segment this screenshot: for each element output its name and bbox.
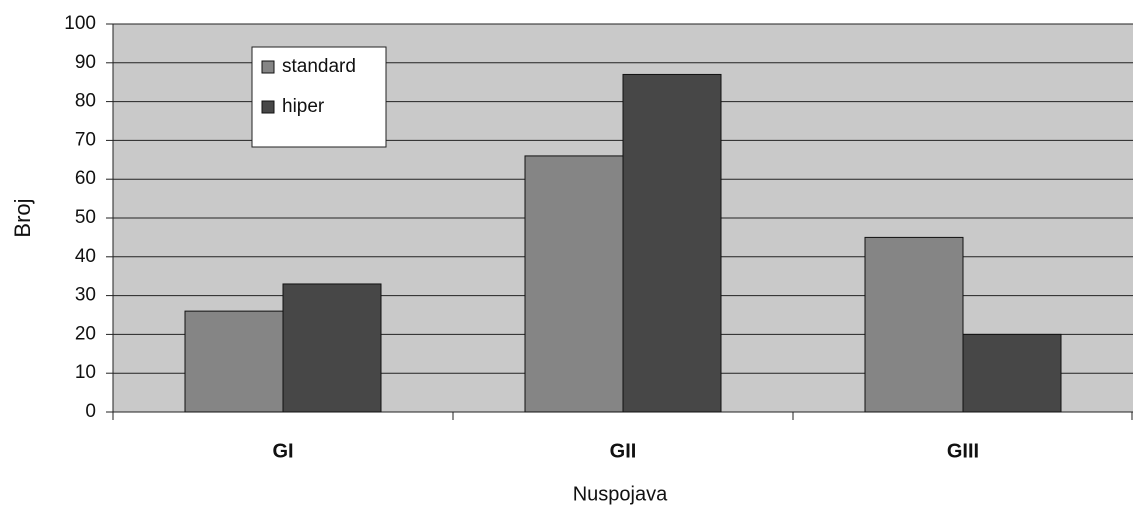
- y-axis-title: Broj: [10, 198, 35, 237]
- y-tick-label: 90: [75, 52, 96, 73]
- bar: [282, 283, 382, 413]
- legend-swatch: [261, 60, 275, 74]
- y-tick-label: 80: [75, 91, 96, 112]
- y-tick-label: 0: [85, 401, 96, 422]
- bar: [962, 333, 1062, 413]
- y-tick-label: 100: [64, 13, 96, 34]
- bar: [622, 73, 722, 413]
- y-tick-label: 10: [75, 362, 96, 383]
- x-tick-label: GI: [272, 440, 293, 462]
- legend-label: standard: [282, 56, 356, 77]
- legend-label: hiper: [282, 96, 325, 117]
- y-tick-label: 20: [75, 323, 96, 344]
- x-axis-title: Nuspojava: [573, 483, 668, 505]
- y-tick-label: 40: [75, 246, 96, 267]
- y-tick-label: 50: [75, 207, 96, 228]
- x-tick-label: GIII: [947, 440, 979, 462]
- x-tick-label: GII: [610, 440, 637, 462]
- y-tick-label: 30: [75, 285, 96, 306]
- legend-swatch: [261, 100, 275, 114]
- y-tick-label: 60: [75, 168, 96, 189]
- bar: [524, 155, 624, 413]
- bar: [864, 236, 964, 413]
- y-tick-label: 70: [75, 129, 96, 150]
- bar: [184, 310, 284, 413]
